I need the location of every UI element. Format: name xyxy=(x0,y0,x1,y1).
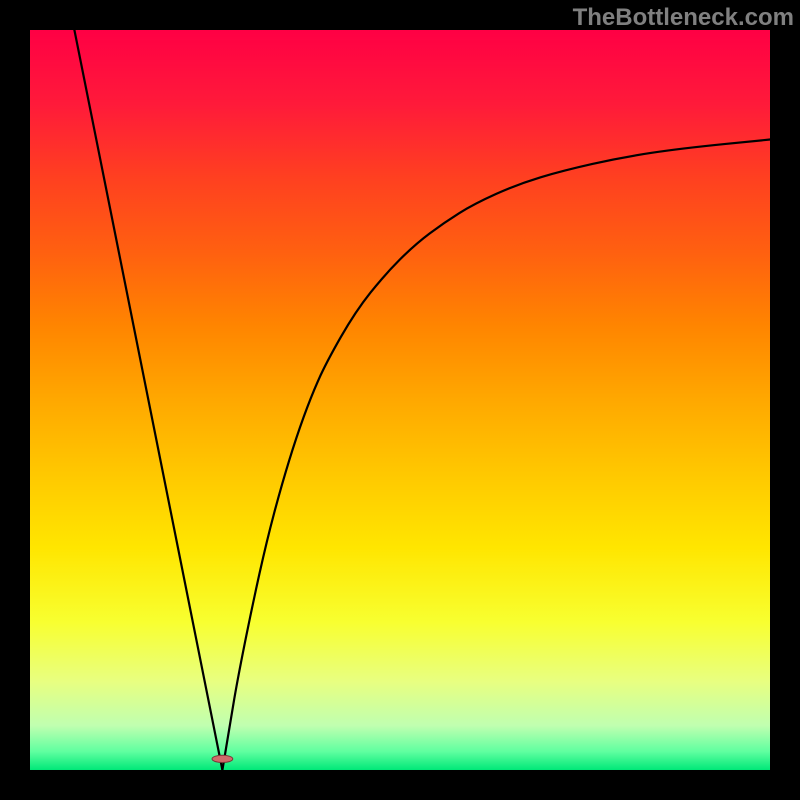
plot-area xyxy=(30,30,770,770)
minimum-marker xyxy=(212,755,233,762)
plot-background xyxy=(30,30,770,770)
watermark-text: TheBottleneck.com xyxy=(573,4,794,32)
plot-svg xyxy=(30,30,770,770)
chart-frame: TheBottleneck.com xyxy=(0,0,800,800)
